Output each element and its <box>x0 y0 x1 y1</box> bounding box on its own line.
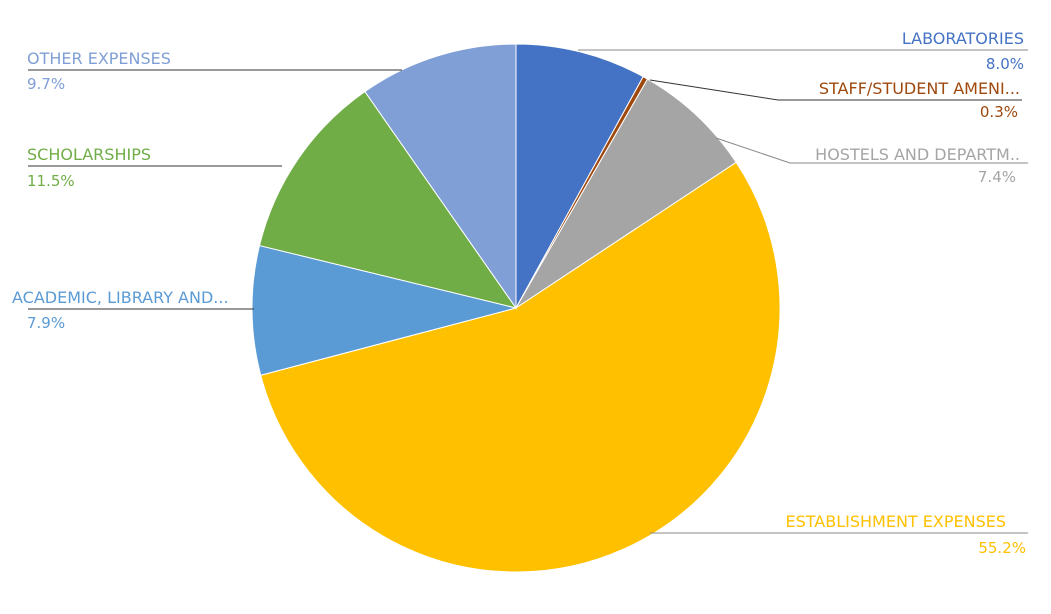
data-label: HOSTELS AND DEPARTM.. <box>815 145 1020 164</box>
data-label: LABORATORIES <box>902 29 1024 48</box>
data-label: SCHOLARSHIPS <box>27 145 151 164</box>
pie-slice <box>258 90 518 309</box>
data-value-label: 11.5% <box>27 172 75 190</box>
pie-slice <box>364 43 517 310</box>
data-label: ESTABLISHMENT EXPENSES <box>786 512 1007 531</box>
data-value-label: 8.0% <box>986 55 1024 73</box>
data-value-label: 0.3% <box>980 103 1018 121</box>
data-value-label: 7.4% <box>978 168 1016 186</box>
data-label: ACADEMIC, LIBRARY AND... <box>12 288 229 307</box>
leader-line <box>649 79 1022 101</box>
leader-line <box>715 137 1028 164</box>
data-label: STAFF/STUDENT AMENI... <box>819 79 1020 98</box>
data-value-label: 7.9% <box>27 314 65 332</box>
data-label: OTHER EXPENSES <box>27 49 171 68</box>
data-value-label: 9.7% <box>27 75 65 93</box>
pie-slice <box>260 161 781 573</box>
pie-slice <box>251 244 517 376</box>
data-value-label: 55.2% <box>978 539 1026 557</box>
pie-slice <box>515 43 644 309</box>
pie-slice <box>515 78 737 309</box>
